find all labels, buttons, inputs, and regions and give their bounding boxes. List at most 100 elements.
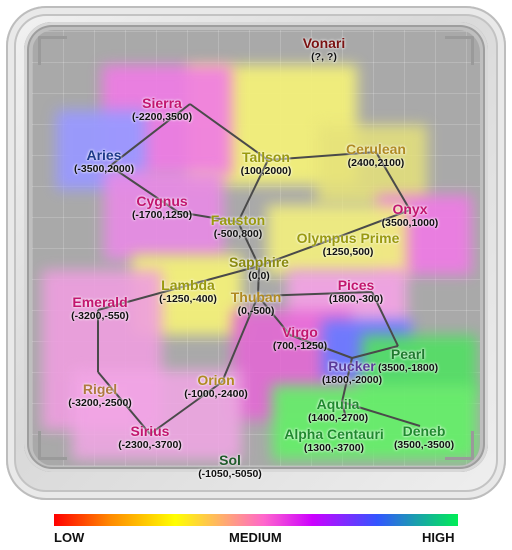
corner-bracket-tl xyxy=(38,36,67,65)
location-name: Sapphire xyxy=(229,254,289,270)
location-coords: (1400,-2700) xyxy=(307,412,369,424)
location-fauston[interactable]: Fauston (-500,800) xyxy=(211,213,265,241)
location-emerald[interactable]: Emerald (-3200,-550) xyxy=(71,294,129,323)
location-coords: (-2200,3500) xyxy=(131,111,193,123)
location-thuban[interactable]: Thuban (0,-500) xyxy=(230,289,282,318)
route-tallson-cerulean xyxy=(267,151,377,161)
location-sierra[interactable]: Sierra (-2200,3500) xyxy=(131,95,193,124)
location-deneb[interactable]: Deneb (3500,-3500) xyxy=(393,423,455,452)
location-coords: (3500,-3500) xyxy=(393,439,455,451)
zone-yellow-cerulean xyxy=(317,125,427,205)
legend-gradient-bar xyxy=(54,514,458,526)
corner-bracket-bl xyxy=(38,431,67,460)
route-lambda-emerald xyxy=(97,281,201,311)
route-thuban-orion xyxy=(221,295,259,383)
location-coords: (?, ?) xyxy=(311,51,337,63)
location-vonari[interactable]: Vonari (?, ?) xyxy=(302,35,346,64)
route-rucker-pearl xyxy=(351,345,399,359)
location-name: Emerald xyxy=(72,294,128,310)
location-rigel[interactable]: Rigel (-3200,-2500) xyxy=(68,381,132,410)
location-rucker[interactable]: Rucker (1800,-2000) xyxy=(322,358,382,387)
route-olympus-prime-sapphire xyxy=(258,239,331,267)
location-coords: (1300,-3700) xyxy=(303,442,365,454)
zone-pink-sirius xyxy=(72,370,242,460)
location-coords: (-1000,-2400) xyxy=(184,388,248,400)
route-pices-pearl xyxy=(371,291,399,347)
route-sierra-aries xyxy=(109,103,191,167)
route-tallson-fauston xyxy=(237,159,269,223)
location-coords: (-1050,-5050) xyxy=(198,468,262,480)
location-coords: (-3500,2000) xyxy=(73,163,135,175)
location-sirius[interactable]: Sirius (-2300,-3700) xyxy=(118,423,182,452)
location-name: Aquila xyxy=(316,396,360,412)
location-coords: (-500,800) xyxy=(213,228,263,240)
route-cerulean-onyx xyxy=(375,151,411,211)
location-name: Sol xyxy=(219,452,241,468)
zone-yellow-olympus xyxy=(267,205,407,275)
location-name: Cerulean xyxy=(346,141,406,157)
route-thuban-virgo xyxy=(257,295,291,336)
route-sierra-tallson xyxy=(189,103,269,161)
corner-bracket-br xyxy=(445,431,474,460)
location-coords: (-1250,-400) xyxy=(159,293,217,305)
location-name: Rucker xyxy=(328,358,376,374)
location-name: Rigel xyxy=(82,381,118,397)
location-onyx[interactable]: Onyx (3500,1000) xyxy=(381,201,439,230)
location-coords: (-3200,-2500) xyxy=(68,397,132,409)
route-aquila-deneb xyxy=(341,401,421,427)
location-sol[interactable]: Sol (-1050,-5050) xyxy=(198,452,262,481)
location-coords: (-1700,1250) xyxy=(131,209,193,221)
location-name: Orion xyxy=(197,372,235,388)
location-name: Olympus Prime xyxy=(296,230,400,246)
location-name: Tallson xyxy=(242,149,290,165)
location-alpha-centauri[interactable]: Alpha Centauri (1300,-3700) xyxy=(284,426,384,455)
location-coords: (700,-1250) xyxy=(272,340,328,352)
route-cygnus-fauston xyxy=(177,211,239,223)
location-name: Cygnus xyxy=(136,193,188,209)
route-thuban-pices xyxy=(257,291,373,297)
location-name: Thuban xyxy=(230,289,282,305)
location-name: Onyx xyxy=(392,201,428,217)
location-coords: (1250,500) xyxy=(322,246,374,258)
map-area[interactable] xyxy=(32,30,480,466)
location-tallson[interactable]: Tallson (100,2000) xyxy=(240,149,292,178)
location-coords: (2400,2100) xyxy=(347,157,405,169)
location-name: Aries xyxy=(86,147,122,163)
legend-high-label: HIGH xyxy=(422,530,455,545)
route-virgo-rucker xyxy=(289,334,353,359)
location-name: Sirius xyxy=(130,423,170,439)
location-coords: (-2300,-3700) xyxy=(118,439,182,451)
location-pices[interactable]: Pices (1800,-300) xyxy=(329,277,383,306)
corner-bracket-tr xyxy=(445,36,474,65)
route-rucker-aquila xyxy=(341,357,353,403)
route-aquila-alpha-centauri xyxy=(341,401,347,419)
location-coords: (3500,1000) xyxy=(381,217,439,229)
location-orion[interactable]: Orion (-1000,-2400) xyxy=(184,372,248,401)
route-fauston-sapphire xyxy=(237,221,260,267)
location-virgo[interactable]: Virgo (700,-1250) xyxy=(272,324,328,353)
location-coords: (0,0) xyxy=(248,270,270,282)
location-coords: (-3200,-550) xyxy=(71,310,129,322)
location-sapphire[interactable]: Sapphire (0,0) xyxy=(229,254,289,283)
location-name: Alpha Centauri xyxy=(284,426,384,442)
location-name: Deneb xyxy=(402,423,446,439)
legend-low-label: LOW xyxy=(54,530,85,545)
location-name: Pearl xyxy=(390,346,426,362)
zone-magenta-cygnus xyxy=(104,170,224,260)
location-coords: (100,2000) xyxy=(240,165,292,177)
route-sapphire-thuban xyxy=(257,265,260,297)
location-pearl[interactable]: Pearl (3500,-1800) xyxy=(378,346,438,375)
location-name: Sierra xyxy=(142,95,182,111)
location-name: Virgo xyxy=(282,324,318,340)
route-aries-cygnus xyxy=(109,165,179,213)
location-name: Vonari xyxy=(302,35,346,51)
location-olympus-prime[interactable]: Olympus Prime (1250,500) xyxy=(296,230,400,259)
location-aries[interactable]: Aries (-3500,2000) xyxy=(73,147,135,176)
location-aquila[interactable]: Aquila (1400,-2700) xyxy=(307,396,369,425)
location-cygnus[interactable]: Cygnus (-1700,1250) xyxy=(131,193,193,222)
location-name: Pices xyxy=(337,277,375,293)
location-lambda[interactable]: Lambda (-1250,-400) xyxy=(159,277,217,306)
location-cerulean[interactable]: Cerulean (2400,2100) xyxy=(346,141,406,170)
location-name: Lambda xyxy=(161,277,215,293)
